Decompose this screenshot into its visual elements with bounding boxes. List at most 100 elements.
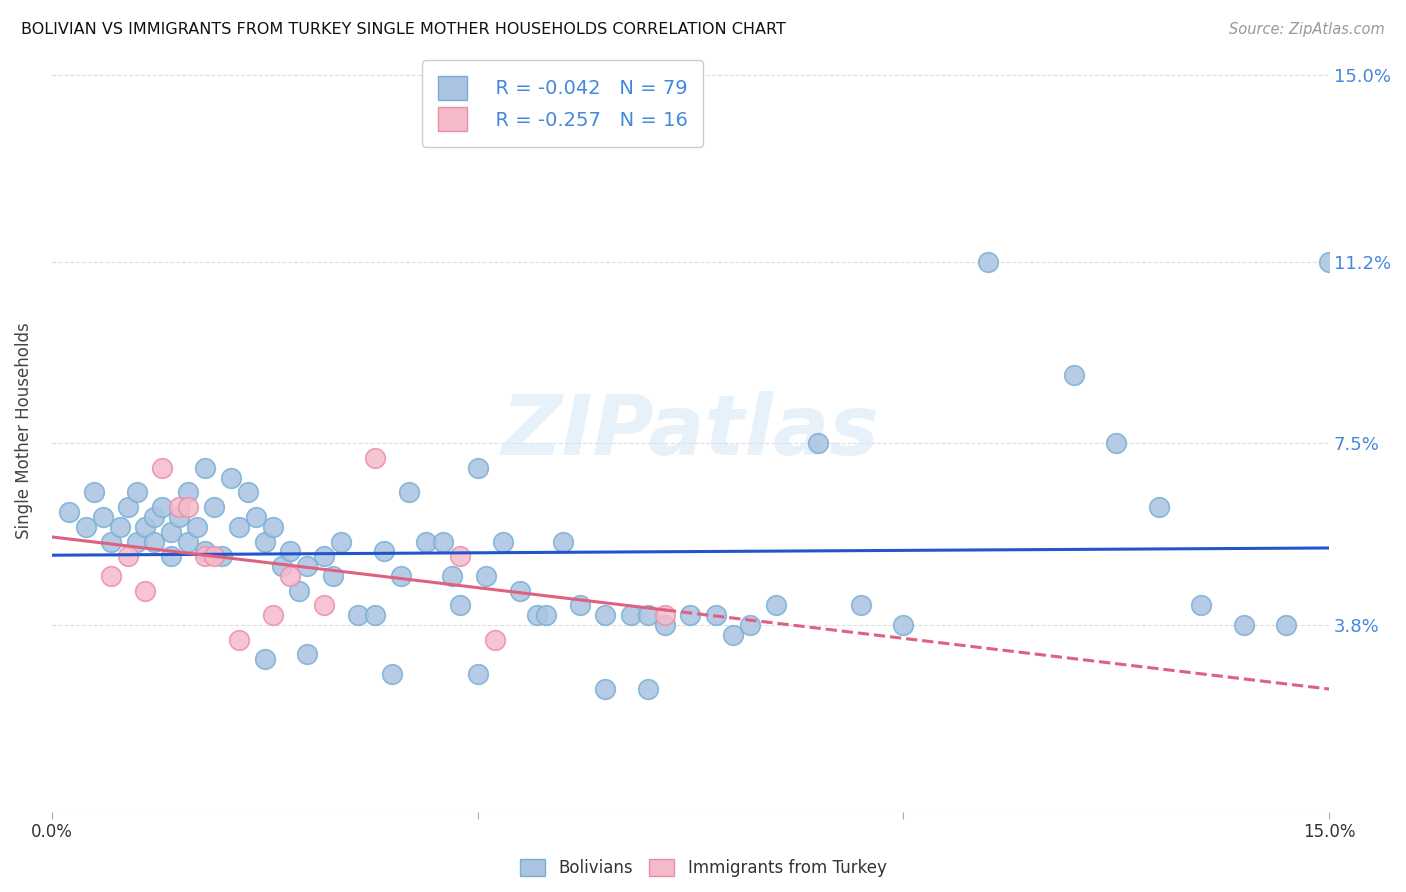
Point [534, 608, 557, 623]
Point [169, 500, 191, 515]
Point [270, 559, 292, 574]
Point [568, 599, 591, 613]
Legend: Bolivians, Immigrants from Turkey: Bolivians, Immigrants from Turkey [513, 852, 893, 884]
Point [160, 524, 183, 539]
Point [322, 569, 344, 583]
Y-axis label: Single Mother Households: Single Mother Households [15, 323, 32, 540]
Point [177, 485, 200, 500]
Point [1063, 368, 1085, 382]
Point [117, 549, 139, 564]
Point [977, 254, 1000, 268]
Point [186, 520, 208, 534]
Point [160, 549, 183, 564]
Point [450, 549, 472, 564]
Point [125, 485, 148, 500]
Point [679, 608, 702, 623]
Point [262, 608, 284, 623]
Point [1147, 500, 1170, 515]
Point [262, 520, 284, 534]
Point [194, 544, 217, 558]
Point [194, 461, 217, 475]
Point [654, 618, 676, 632]
Point [152, 500, 174, 515]
Point [1317, 254, 1340, 268]
Point [117, 500, 139, 515]
Point [1105, 436, 1128, 450]
Point [314, 599, 336, 613]
Text: Source: ZipAtlas.com: Source: ZipAtlas.com [1229, 22, 1385, 37]
Point [467, 461, 489, 475]
Point [1189, 599, 1212, 613]
Point [721, 628, 744, 642]
Point [364, 451, 387, 466]
Point [738, 618, 761, 632]
Point [202, 500, 225, 515]
Point [219, 471, 242, 485]
Point [169, 510, 191, 524]
Point [765, 599, 787, 613]
Text: BOLIVIAN VS IMMIGRANTS FROM TURKEY SINGLE MOTHER HOUSEHOLDS CORRELATION CHART: BOLIVIAN VS IMMIGRANTS FROM TURKEY SINGL… [21, 22, 786, 37]
Point [526, 608, 548, 623]
Point [211, 549, 233, 564]
Point [194, 549, 217, 564]
Point [91, 510, 114, 524]
Point [637, 608, 659, 623]
Point [83, 485, 105, 500]
Point [295, 559, 318, 574]
Point [551, 534, 574, 549]
Point [142, 534, 165, 549]
Point [142, 510, 165, 524]
Point [373, 544, 395, 558]
Point [253, 534, 276, 549]
Point [1233, 618, 1256, 632]
Point [58, 505, 80, 519]
Point [314, 549, 336, 564]
Point [381, 667, 404, 681]
Point [849, 599, 872, 613]
Point [492, 534, 515, 549]
Point [177, 534, 200, 549]
Point [347, 608, 370, 623]
Point [389, 569, 412, 583]
Point [152, 461, 174, 475]
Point [100, 534, 122, 549]
Point [177, 500, 200, 515]
Point [807, 436, 830, 450]
Point [593, 608, 616, 623]
Point [440, 569, 463, 583]
Point [134, 520, 156, 534]
Point [398, 485, 420, 500]
Legend:   R = -0.042   N = 79,   R = -0.257   N = 16: R = -0.042 N = 79, R = -0.257 N = 16 [422, 61, 703, 147]
Text: ZIPatlas: ZIPatlas [502, 391, 879, 472]
Point [278, 544, 301, 558]
Point [108, 520, 131, 534]
Point [287, 583, 309, 598]
Point [654, 608, 676, 623]
Point [484, 632, 506, 647]
Point [620, 608, 643, 623]
Point [100, 569, 122, 583]
Point [467, 667, 489, 681]
Point [228, 520, 250, 534]
Point [415, 534, 437, 549]
Point [450, 599, 472, 613]
Point [509, 583, 531, 598]
Point [1275, 618, 1298, 632]
Point [245, 510, 267, 524]
Point [891, 618, 914, 632]
Point [475, 569, 498, 583]
Point [637, 681, 659, 696]
Point [202, 549, 225, 564]
Point [593, 681, 616, 696]
Point [704, 608, 727, 623]
Point [278, 569, 301, 583]
Point [125, 534, 148, 549]
Point [236, 485, 259, 500]
Point [364, 608, 387, 623]
Point [75, 520, 97, 534]
Point [228, 632, 250, 647]
Point [432, 534, 454, 549]
Point [330, 534, 353, 549]
Point [295, 648, 318, 662]
Point [253, 652, 276, 666]
